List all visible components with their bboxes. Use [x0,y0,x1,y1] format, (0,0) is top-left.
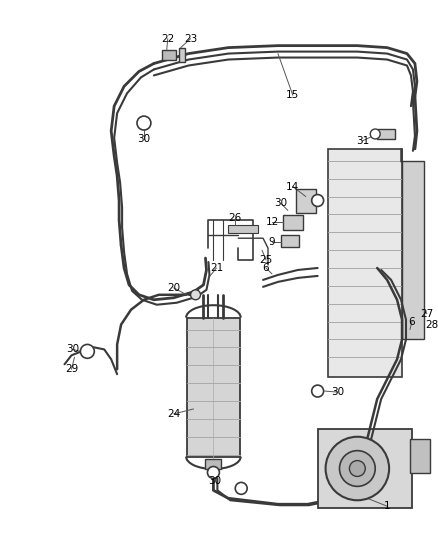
Text: 30: 30 [138,134,151,144]
Bar [187,318,240,457]
Text: 27: 27 [420,309,434,319]
Text: 28: 28 [425,320,438,329]
Text: 24: 24 [167,409,180,419]
Circle shape [312,385,324,397]
Bar [328,149,402,377]
Bar [296,189,316,213]
Bar [402,161,424,340]
Text: 25: 25 [259,255,272,265]
Text: 30: 30 [274,198,287,208]
Circle shape [137,116,151,130]
Circle shape [325,437,389,500]
Bar [377,129,395,139]
Circle shape [312,195,324,206]
Text: 30: 30 [208,477,221,487]
Bar [410,439,430,473]
Bar [228,225,258,233]
Text: 29: 29 [65,364,78,374]
Text: 21: 21 [210,263,223,273]
Text: 30: 30 [331,387,344,397]
Bar [281,235,299,247]
Bar [283,215,303,230]
Bar [179,47,185,61]
Circle shape [191,290,201,300]
Text: 15: 15 [286,90,300,100]
Text: 26: 26 [229,213,242,223]
Text: 14: 14 [286,182,300,191]
Text: 9: 9 [268,237,276,247]
Bar [162,50,176,60]
Text: 6: 6 [263,263,269,273]
Text: 31: 31 [356,136,369,146]
Text: 12: 12 [265,217,279,228]
Text: 22: 22 [161,34,174,44]
Text: 20: 20 [167,283,180,293]
Circle shape [339,450,375,487]
Bar [205,458,221,469]
Text: 6: 6 [409,317,415,327]
Text: 30: 30 [66,344,79,354]
Text: 1: 1 [384,501,390,511]
Bar [318,429,412,508]
Text: 23: 23 [184,34,197,44]
Circle shape [208,466,219,479]
Circle shape [235,482,247,494]
Circle shape [81,344,94,358]
Circle shape [370,129,380,139]
Circle shape [350,461,365,477]
